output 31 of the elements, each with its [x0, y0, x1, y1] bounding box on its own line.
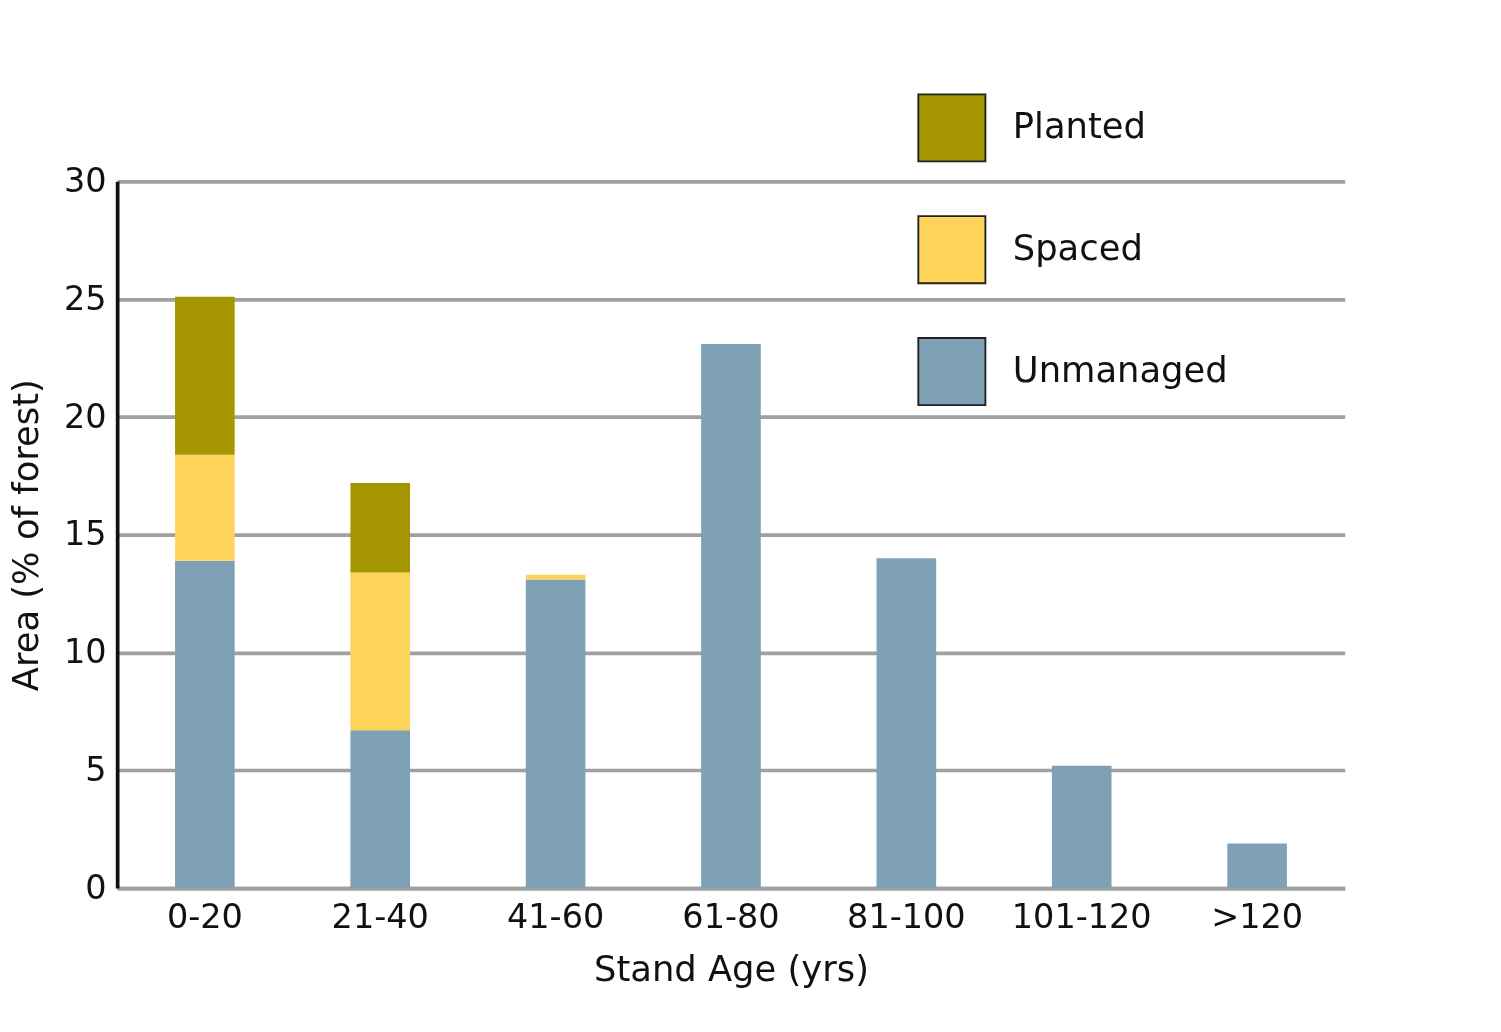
legend-label: Spaced — [1012, 226, 1143, 268]
bar — [1227, 843, 1287, 889]
x-tick-label: 21-40 — [331, 896, 429, 936]
x-axis-title: Stand Age (yrs) — [593, 947, 869, 989]
y-tick-label: 0 — [85, 867, 107, 907]
y-tick-label: 25 — [63, 278, 107, 318]
x-tick-label: 81-100 — [847, 896, 966, 936]
y-tick-label: 30 — [63, 161, 107, 201]
bar — [350, 572, 411, 731]
x-tick-label: 41-60 — [506, 896, 605, 936]
x-tick-label: >120 — [1211, 896, 1304, 936]
bar — [525, 579, 586, 889]
x-tick-label: 0-20 — [166, 896, 243, 936]
x-tick-label: 101-120 — [1011, 896, 1152, 936]
bar — [350, 482, 411, 573]
y-tick-label: 10 — [63, 632, 107, 672]
bar — [175, 560, 235, 889]
bar — [350, 730, 411, 889]
y-tick-label: 15 — [63, 514, 107, 554]
legend-label: Planted — [1012, 105, 1146, 147]
bar — [525, 574, 586, 580]
bar — [1051, 765, 1112, 889]
y-axis-title: Area (% of forest) — [4, 379, 46, 692]
bar — [175, 296, 235, 455]
y-tick-label: 5 — [85, 750, 107, 790]
legend-label: Unmanaged — [1012, 348, 1228, 390]
y-tick-label: 20 — [63, 396, 107, 436]
bar — [876, 558, 937, 889]
bar — [175, 454, 235, 561]
bar — [701, 343, 761, 889]
x-tick-label: 61-80 — [682, 896, 780, 936]
